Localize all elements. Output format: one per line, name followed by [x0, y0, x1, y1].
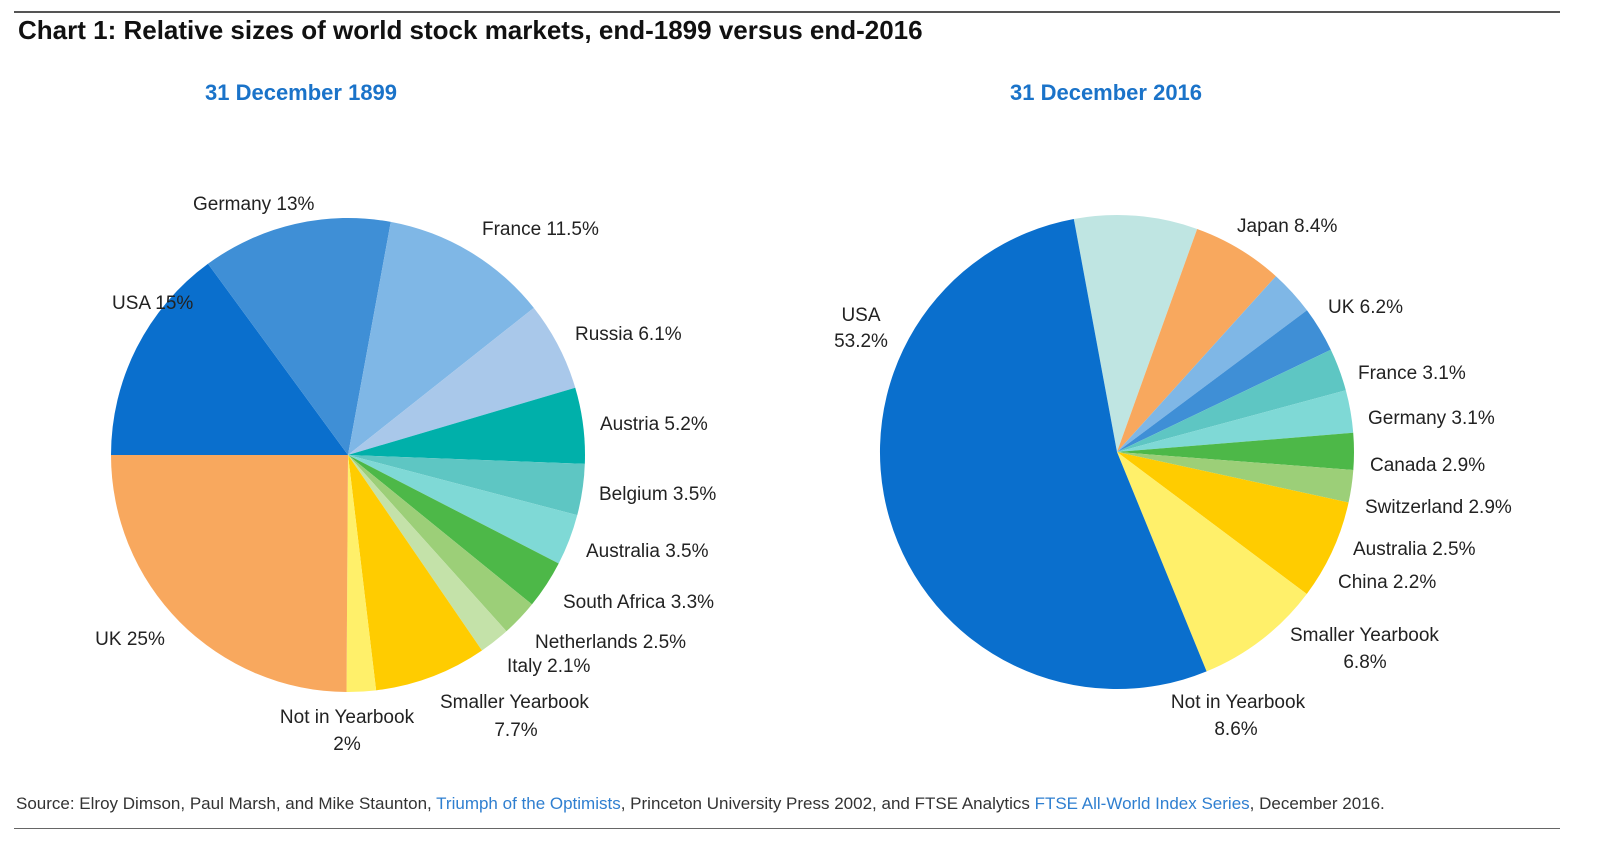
- pie-label-1899-france: France 11.5%: [482, 219, 599, 240]
- pie-slice-1899-uk: [111, 455, 348, 692]
- source-note: Source: Elroy Dimson, Paul Marsh, and Mi…: [16, 794, 1385, 814]
- source-link-ftse[interactable]: FTSE All-World Index Series: [1034, 794, 1250, 813]
- pie-label-2016-germany: Germany 3.1%: [1368, 408, 1495, 429]
- pie-label-2016-japan: Japan 8.4%: [1237, 216, 1337, 237]
- pie-slice-1899-russia: [348, 307, 576, 455]
- pie-slice-2016-switzerland: [1117, 390, 1354, 452]
- pie-label-2016-smaller-yearbook-line1: Smaller Yearbook: [1290, 625, 1439, 646]
- pie-slice-2016-china: [1117, 452, 1354, 503]
- pie-slice-1899-belgium: [348, 455, 585, 516]
- pie-label-2016-china: China 2.2%: [1338, 572, 1436, 593]
- pie-slice-2016-germany: [1117, 310, 1331, 452]
- pie-slice-1899-south-africa: [348, 455, 559, 605]
- pie-label-2016-canada: Canada 2.9%: [1370, 455, 1485, 476]
- pie-slice-2016-not-in-yearbook: [1117, 452, 1307, 672]
- pie-label-2016-not-in-yearbook-line1: Not in Yearbook: [1171, 692, 1306, 713]
- pie-label-1899-uk: UK 25%: [95, 629, 165, 650]
- pie-label-1899-smaller-yearbook-line2: 7.7%: [494, 720, 537, 741]
- source-suffix: , December 2016.: [1249, 794, 1385, 813]
- pie-label-1899-australia: Australia 3.5%: [586, 541, 709, 562]
- pie-label-2016-usa-line1: USA: [841, 305, 880, 326]
- pie-slice-2016-france: [1117, 276, 1307, 452]
- pie-label-1899-netherlands: Netherlands 2.5%: [535, 632, 686, 653]
- pie-slice-2016-uk: [1117, 228, 1276, 452]
- pie-label-2016-not-in-yearbook-line2: 8.6%: [1214, 719, 1257, 740]
- source-prefix: Source: Elroy Dimson, Paul Marsh, and Mi…: [16, 794, 437, 813]
- chart-title: Chart 1: Relative sizes of world stock m…: [18, 15, 923, 45]
- subtitle-1899: 31 December 1899: [205, 80, 398, 105]
- bottom-rule: [14, 828, 1560, 829]
- pie-slice-2016-japan: [1073, 215, 1198, 452]
- pie-slice-1899-smaller-yearbook: [348, 455, 482, 691]
- pie-slice-2016-smaller-yearbook: [1117, 452, 1349, 594]
- pie-slice-1899-netherlands: [348, 455, 532, 632]
- pie-label-2016-france: France 3.1%: [1358, 363, 1466, 384]
- pie-label-2016-smaller-yearbook-line2: 6.8%: [1343, 652, 1386, 673]
- pie-label-2016-australia: Australia 2.5%: [1353, 539, 1476, 560]
- source-link-triumph[interactable]: Triumph of the Optimists: [436, 794, 621, 813]
- pie-label-1899-belgium: Belgium 3.5%: [599, 484, 716, 505]
- pie-label-2016-switzerland: Switzerland 2.9%: [1365, 497, 1512, 518]
- pie-label-1899-not-in-yearbook-line1: Not in Yearbook: [280, 707, 415, 728]
- pie-label-1899-austria: Austria 5.2%: [600, 414, 708, 435]
- subtitle-2016: 31 December 2016: [1010, 80, 1203, 105]
- pie-label-2016-usa-line2: 53.2%: [834, 331, 888, 352]
- pie-slice-2016-usa: [879, 218, 1207, 690]
- pie-slice-2016-australia: [1117, 432, 1354, 471]
- pie-label-2016-uk: UK 6.2%: [1328, 297, 1403, 318]
- pie-label-1899-russia: Russia 6.1%: [575, 324, 682, 345]
- pie-slice-1899-australia: [348, 455, 578, 564]
- source-middle: , Princeton University Press 2002, and F…: [620, 794, 1035, 813]
- pie-slice-1899-italy: [348, 455, 507, 651]
- top-rule: [14, 11, 1560, 13]
- pie-label-1899-south-africa: South Africa 3.3%: [563, 592, 714, 613]
- pie-slice-1899-usa: [111, 263, 348, 455]
- pie-label-1899-not-in-yearbook-line2: 2%: [333, 734, 361, 755]
- pie-slice-1899-france: [348, 221, 534, 455]
- pie-label-1899-usa: USA 15%: [112, 293, 193, 314]
- pie-label-1899-germany: Germany 13%: [193, 194, 315, 215]
- pie-slice-2016-canada: [1117, 349, 1346, 452]
- pie-label-1899-smaller-yearbook-line1: Smaller Yearbook: [440, 692, 589, 713]
- pie-label-1899-italy: Italy 2.1%: [507, 656, 591, 677]
- pie-slice-1899-not-in-yearbook: [346, 455, 377, 693]
- pie-slice-1899-germany: [207, 217, 391, 455]
- pie-slice-1899-austria: [348, 387, 585, 464]
